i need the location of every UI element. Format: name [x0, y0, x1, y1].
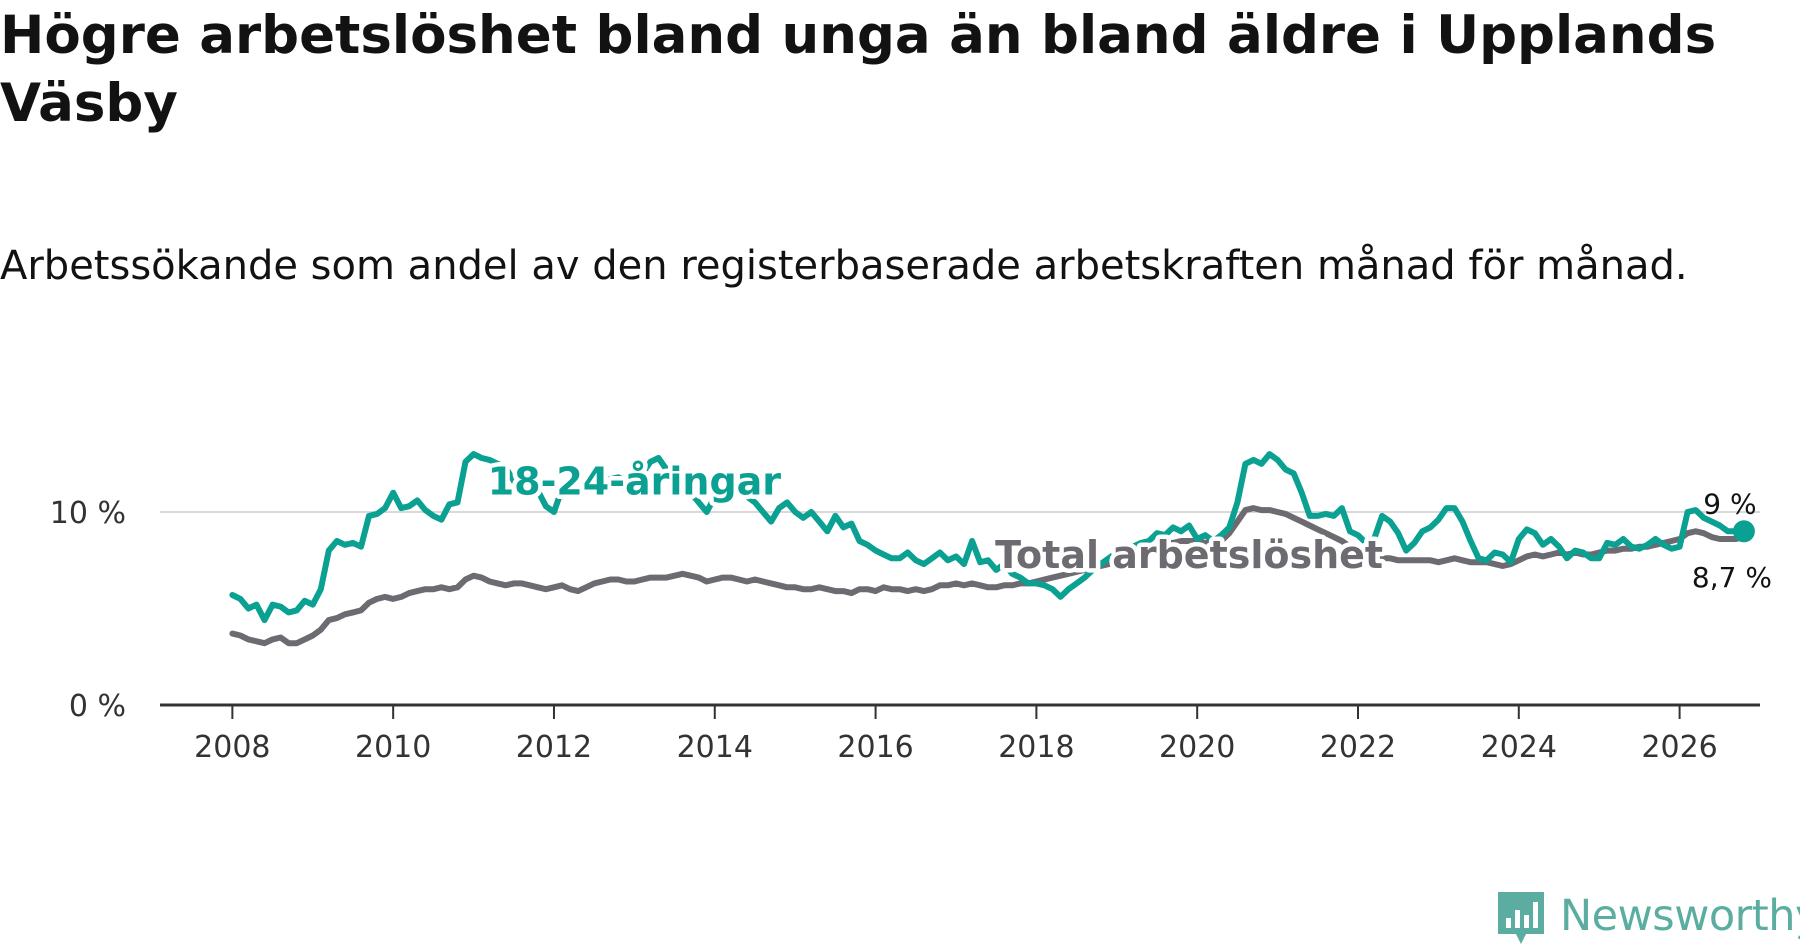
x-tick-label: 2026: [1641, 730, 1717, 765]
chart-title: Högre arbetslöshet bland unga än bland ä…: [0, 5, 1717, 134]
series-label-total: Total arbetslöshet: [995, 533, 1383, 577]
series-label-youth: 18-24-åringar: [488, 460, 782, 504]
newsworthy-icon: [1498, 892, 1544, 944]
y-tick-label: 0 %: [69, 689, 126, 724]
x-tick-label: 2018: [998, 730, 1074, 765]
chart-axes: 0 % 10 % 2008 2010 2012 2014 2016 2018 2020 2022 2…: [50, 496, 1760, 765]
y-tick-label: 10 %: [50, 496, 126, 531]
x-tick-label: 2010: [355, 730, 431, 765]
series-line-total: [229, 505, 1747, 647]
newsworthy-logo: Newsworthy: [1494, 888, 1800, 948]
x-tick-label: 2016: [837, 730, 913, 765]
chart-subtitle: Arbetssökande som andel av den registerb…: [0, 243, 1688, 289]
x-tick-label: 2024: [1481, 730, 1557, 765]
x-tick-label: 2014: [677, 730, 753, 765]
chart-labels: 18-24-åringar Total arbetslöshet 9 % 8,7 %: [483, 455, 1772, 594]
series-line-youth: [229, 451, 1747, 624]
series-youth: [229, 451, 1755, 624]
end-label-youth: 9 %: [1703, 487, 1756, 520]
series-endpoint-youth: [1732, 520, 1755, 543]
brand-name: Newsworthy: [1560, 891, 1800, 941]
x-tick-label: 2012: [516, 730, 592, 765]
series-total: [229, 505, 1747, 647]
x-tick-label: 2020: [1159, 730, 1235, 765]
x-tick-label: 2008: [194, 730, 270, 765]
end-label-total: 8,7 %: [1692, 561, 1772, 594]
x-tick-label: 2022: [1320, 730, 1396, 765]
